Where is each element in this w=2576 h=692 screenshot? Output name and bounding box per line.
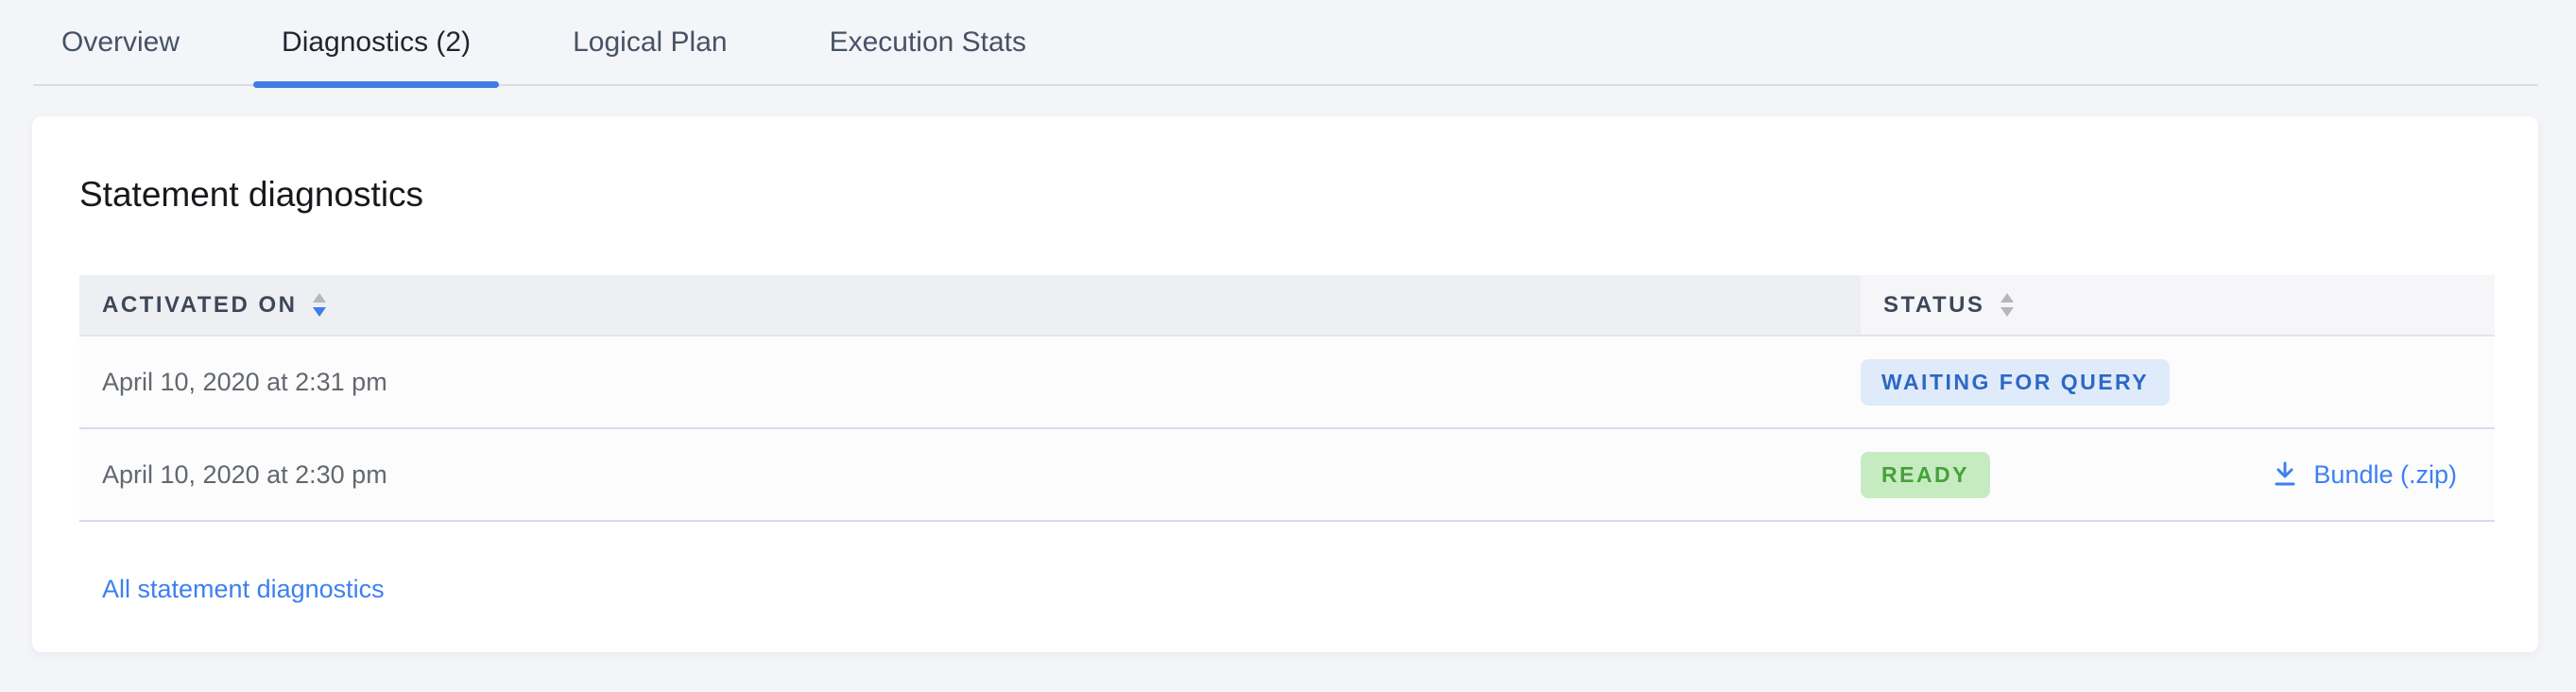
statement-diagnostics-card: Statement diagnostics ACTIVATED ON STATU… bbox=[32, 116, 2538, 652]
activated-on-cell: April 10, 2020 at 2:30 pm bbox=[102, 459, 387, 489]
all-statement-diagnostics-link[interactable]: All statement diagnostics bbox=[102, 575, 385, 603]
tab-logical-plan[interactable]: Logical Plan bbox=[573, 26, 728, 58]
tab-bar: Overview Diagnostics (2) Logical Plan Ex… bbox=[33, 0, 2538, 88]
status-badge: WAITING FOR QUERY bbox=[1861, 358, 2171, 406]
activated-on-cell: April 10, 2020 at 2:31 pm bbox=[102, 367, 387, 396]
tab-diagnostics[interactable]: Diagnostics (2) bbox=[253, 0, 500, 88]
page-title: Statement diagnostics bbox=[79, 175, 424, 214]
bundle-download-link[interactable]: Bundle (.zip) bbox=[2272, 460, 2457, 490]
diagnostics-table: ACTIVATED ON STATUS Ap bbox=[79, 275, 2495, 522]
tab-overview[interactable]: Overview bbox=[61, 26, 180, 58]
status-cell: READY Bundle (.zip) bbox=[1861, 451, 2495, 498]
sort-carets-icon[interactable] bbox=[312, 292, 327, 318]
sort-carets-icon[interactable] bbox=[2000, 292, 2015, 318]
column-header-status-label: STATUS bbox=[1883, 291, 1985, 318]
column-header-activated-on-label: ACTIVATED ON bbox=[102, 291, 298, 318]
column-header-status[interactable]: STATUS bbox=[1861, 275, 2495, 335]
download-icon bbox=[2272, 460, 2298, 489]
column-header-activated-on[interactable]: ACTIVATED ON bbox=[79, 275, 1861, 335]
tab-execution-stats[interactable]: Execution Stats bbox=[829, 26, 1027, 58]
bundle-download-label: Bundle (.zip) bbox=[2313, 459, 2457, 489]
table-row: April 10, 2020 at 2:30 pm READY Bundle (… bbox=[79, 429, 2495, 522]
table-header-row: ACTIVATED ON STATUS bbox=[79, 275, 2495, 337]
status-cell: WAITING FOR QUERY bbox=[1861, 358, 2495, 406]
status-badge: READY bbox=[1861, 451, 1991, 498]
table-row: April 10, 2020 at 2:31 pm WAITING FOR QU… bbox=[79, 337, 2495, 429]
